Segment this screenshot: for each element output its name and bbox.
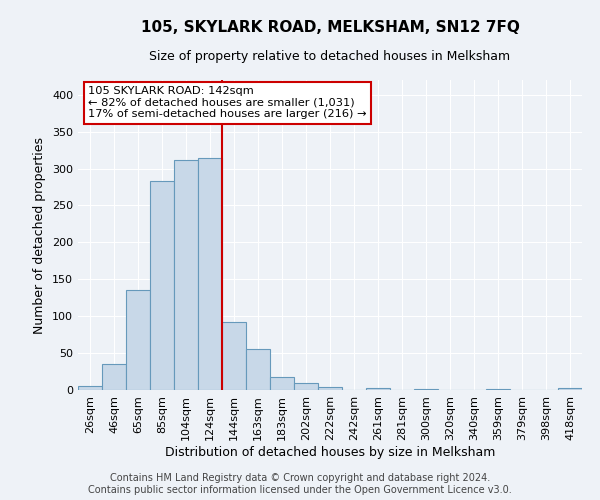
- Text: 105, SKYLARK ROAD, MELKSHAM, SN12 7FQ: 105, SKYLARK ROAD, MELKSHAM, SN12 7FQ: [140, 20, 520, 35]
- Bar: [294, 382, 318, 390]
- Bar: [246, 348, 270, 390]
- Bar: [558, 388, 582, 390]
- Bar: [150, 181, 174, 390]
- Y-axis label: Number of detached properties: Number of detached properties: [34, 136, 46, 334]
- Bar: [270, 376, 294, 390]
- Bar: [318, 387, 342, 390]
- Text: Contains HM Land Registry data © Crown copyright and database right 2024.
Contai: Contains HM Land Registry data © Crown c…: [88, 474, 512, 495]
- Bar: [366, 388, 390, 390]
- Bar: [174, 160, 198, 390]
- Text: Size of property relative to detached houses in Melksham: Size of property relative to detached ho…: [149, 50, 511, 63]
- Bar: [414, 388, 438, 390]
- Bar: [78, 386, 102, 390]
- Bar: [126, 290, 150, 390]
- Bar: [198, 158, 222, 390]
- Text: 105 SKYLARK ROAD: 142sqm
← 82% of detached houses are smaller (1,031)
17% of sem: 105 SKYLARK ROAD: 142sqm ← 82% of detach…: [88, 86, 367, 120]
- Bar: [222, 322, 246, 390]
- Bar: [102, 364, 126, 390]
- X-axis label: Distribution of detached houses by size in Melksham: Distribution of detached houses by size …: [165, 446, 495, 458]
- Bar: [486, 388, 510, 390]
